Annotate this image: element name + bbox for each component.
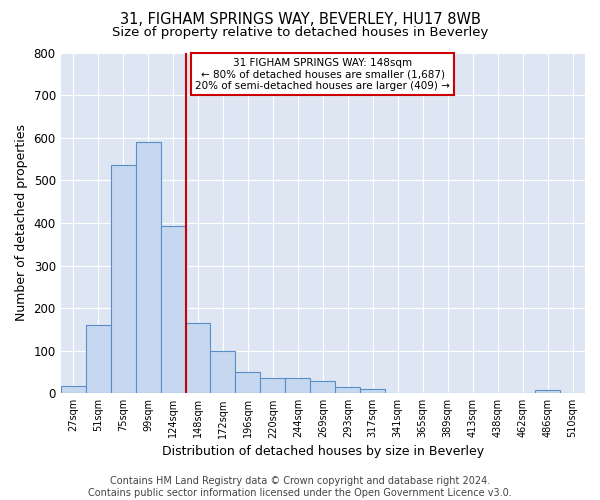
Text: Contains HM Land Registry data © Crown copyright and database right 2024.
Contai: Contains HM Land Registry data © Crown c… bbox=[88, 476, 512, 498]
X-axis label: Distribution of detached houses by size in Beverley: Distribution of detached houses by size … bbox=[162, 444, 484, 458]
Bar bbox=[310, 380, 335, 394]
Text: 31 FIGHAM SPRINGS WAY: 148sqm
← 80% of detached houses are smaller (1,687)
20% o: 31 FIGHAM SPRINGS WAY: 148sqm ← 80% of d… bbox=[196, 58, 450, 91]
Bar bbox=[61, 386, 86, 394]
Y-axis label: Number of detached properties: Number of detached properties bbox=[15, 124, 28, 322]
Bar bbox=[260, 378, 286, 394]
Bar bbox=[136, 142, 161, 394]
Bar bbox=[110, 164, 136, 394]
Bar bbox=[86, 325, 110, 394]
Text: Size of property relative to detached houses in Beverley: Size of property relative to detached ho… bbox=[112, 26, 488, 39]
Bar bbox=[335, 387, 360, 394]
Bar bbox=[360, 388, 385, 394]
Text: 31, FIGHAM SPRINGS WAY, BEVERLEY, HU17 8WB: 31, FIGHAM SPRINGS WAY, BEVERLEY, HU17 8… bbox=[119, 12, 481, 28]
Bar bbox=[185, 323, 211, 394]
Bar bbox=[211, 350, 235, 394]
Bar bbox=[286, 378, 310, 394]
Bar bbox=[235, 372, 260, 394]
Bar bbox=[535, 390, 560, 394]
Bar bbox=[161, 226, 185, 394]
